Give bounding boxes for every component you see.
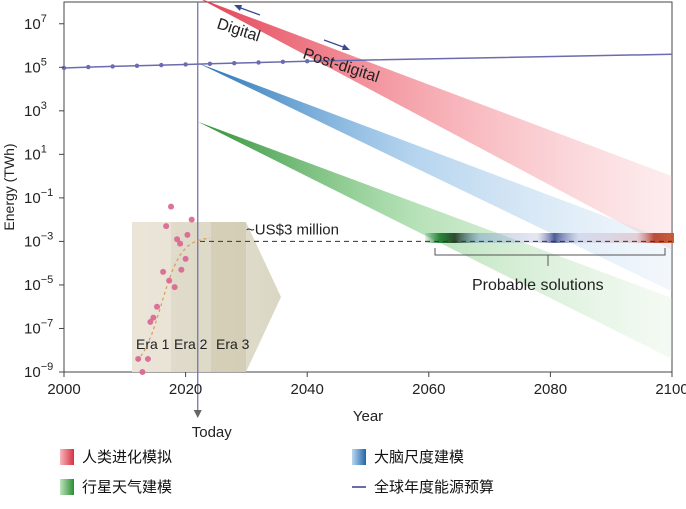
energy-budget-point xyxy=(61,65,67,71)
digital-arrow-line xyxy=(237,6,261,16)
legend-item-human-evolution: 人类进化模拟 xyxy=(60,446,172,467)
x-axis-label: Year xyxy=(353,408,383,425)
probable-solutions-label: Probable solutions xyxy=(472,277,604,294)
today-label: Today xyxy=(192,424,233,440)
era-data-point xyxy=(150,314,157,321)
era-data-point xyxy=(188,216,195,223)
legend-swatch-line xyxy=(352,485,366,488)
x-tick-label: 2080 xyxy=(534,381,567,398)
era-3-label: Era 3 xyxy=(216,336,250,352)
era-data-point xyxy=(135,355,142,362)
energy-chart: Today ~US$3 million Era 1 Era 2 Era 3 Probabl… xyxy=(1,0,686,440)
legend-swatch-red xyxy=(60,448,74,465)
energy-budget-line xyxy=(63,53,673,69)
energy-budget-point xyxy=(280,59,286,65)
x-tick-label: 2040 xyxy=(291,381,324,398)
y-tick-label: 10−9 xyxy=(24,361,53,381)
y-tick-label: 10−3 xyxy=(24,230,53,250)
legend-item-brain-scale: 大脑尺度建模 xyxy=(352,446,464,467)
era-box xyxy=(132,222,281,372)
solutions-band xyxy=(425,233,674,243)
era-trend-curve xyxy=(136,237,210,362)
digital-arrow-head xyxy=(234,5,242,11)
cost-label: ~US$3 million xyxy=(246,221,339,238)
energy-budget-point xyxy=(134,63,140,68)
y-tick-label: 103 xyxy=(24,100,47,120)
energy-budget-point xyxy=(159,62,164,68)
era-data-point xyxy=(163,223,170,230)
x-tick-label: 2020 xyxy=(169,381,202,398)
y-tick-label: 107 xyxy=(24,13,47,33)
energy-budget-point xyxy=(183,62,188,67)
era-data-point xyxy=(154,303,161,310)
legend-label: 行星天气建模 xyxy=(82,479,173,496)
legend-swatch-blue xyxy=(352,448,366,465)
solutions-bracket xyxy=(434,248,666,256)
y-axis-label: Energy (TWh) xyxy=(1,143,17,230)
era-data-point xyxy=(160,268,167,275)
era-data-point xyxy=(171,284,178,291)
era-data-point xyxy=(182,255,189,262)
legend-label: 全球年度能源预算 xyxy=(374,479,495,496)
era-1-region xyxy=(132,222,171,372)
energy-budget-point xyxy=(232,60,237,66)
era-3-region xyxy=(211,222,246,372)
legend-swatch-green xyxy=(60,478,74,495)
legend-label: 人类进化模拟 xyxy=(82,449,173,466)
y-tick-label: 10−1 xyxy=(24,187,53,207)
era-data-point xyxy=(177,240,184,247)
y-tick-label: 10−5 xyxy=(24,274,53,294)
era-data-point xyxy=(139,369,146,375)
energy-budget-point xyxy=(86,64,91,70)
energy-budget-point xyxy=(256,60,261,65)
y-tick-label: 105 xyxy=(24,56,47,76)
era-data-point xyxy=(144,355,151,362)
y-tick-label: 10−7 xyxy=(24,317,53,337)
legend-label: 大脑尺度建模 xyxy=(374,449,465,466)
era-data-point xyxy=(174,236,181,243)
era-data-point xyxy=(166,277,173,284)
x-tick-label: 2060 xyxy=(412,381,445,398)
era-2-region xyxy=(171,222,211,372)
today-arrow xyxy=(193,410,202,418)
era-data-point xyxy=(178,266,185,273)
energy-budget-point xyxy=(110,64,115,69)
legend-item-energy-budget: 全球年度能源预算 xyxy=(352,476,494,497)
x-tick-label: 2100 xyxy=(655,381,686,398)
legend-item-weather: 行星天气建模 xyxy=(60,476,172,497)
post-digital-arrow-head xyxy=(342,44,350,50)
energy-budget-point xyxy=(305,59,310,64)
era-2-label: Era 2 xyxy=(174,336,208,352)
post-digital-arrow-line xyxy=(323,39,347,49)
energy-budget-point xyxy=(207,61,213,67)
era-data-point xyxy=(168,203,175,210)
era-data-point xyxy=(184,231,191,238)
era-1-label: Era 1 xyxy=(136,336,170,352)
y-tick-label: 101 xyxy=(24,143,47,163)
band-human-evolution xyxy=(202,0,672,251)
era-data-point xyxy=(147,318,154,325)
x-tick-label: 2000 xyxy=(47,381,80,398)
